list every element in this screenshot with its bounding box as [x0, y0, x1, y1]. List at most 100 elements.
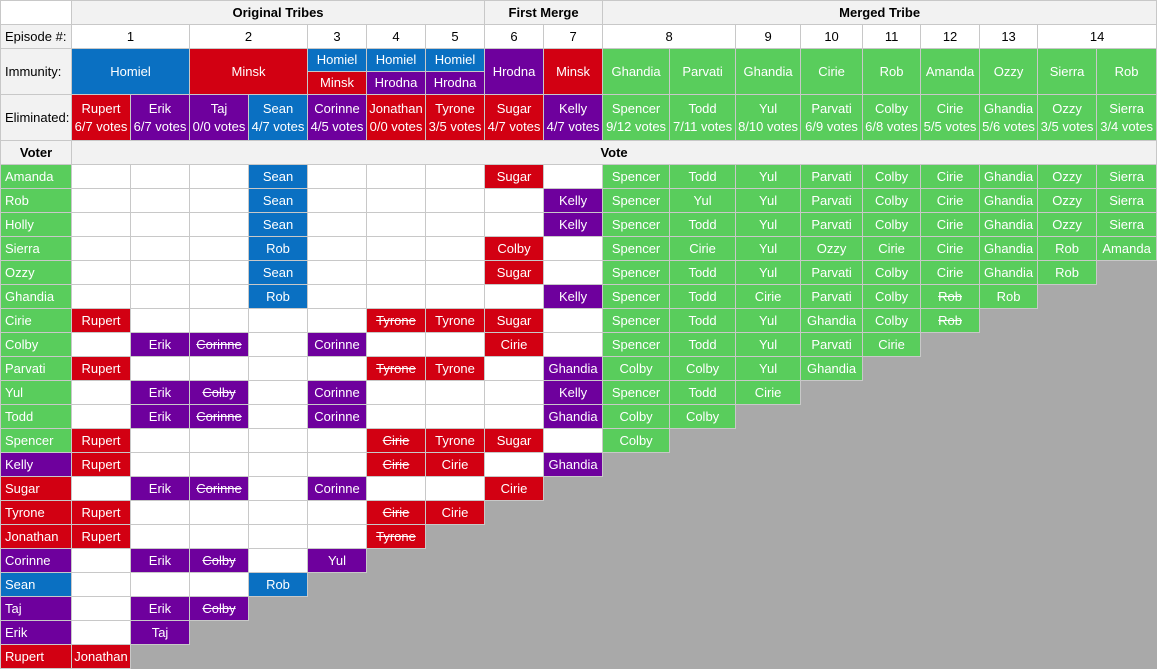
- empty-cell: [248, 452, 308, 477]
- voter-row: Ozzy Sean Sugar Spencer Todd Yul Parvati Colby C…: [0, 260, 1157, 285]
- vote-cell: Sierra: [1096, 188, 1157, 213]
- not-applicable-area: [543, 476, 1157, 501]
- empty-cell: [366, 212, 426, 237]
- empty-cell: [543, 260, 604, 285]
- eliminated-cell: Todd 7/11 votes: [669, 94, 737, 141]
- voter-name: Holly: [0, 212, 72, 237]
- vote-cell: Yul: [735, 308, 802, 333]
- voter-name: Tyrone: [0, 500, 72, 525]
- vote-cell: Ghandia: [800, 356, 864, 381]
- eliminated-name: Cirie: [936, 100, 964, 116]
- eliminated-votes: 6/8 votes: [865, 118, 918, 134]
- vote-cell: Rob: [248, 236, 308, 261]
- vote-cell: Spencer: [602, 332, 671, 357]
- vote-cell: Spencer: [602, 164, 671, 189]
- vote-cell: Cirie: [366, 500, 426, 525]
- vote-cell: Rupert: [71, 356, 131, 381]
- empty-cell: [424, 212, 486, 237]
- immunity-winner: Hrodna: [367, 71, 425, 94]
- eliminated-votes: 6/9 votes: [805, 118, 858, 134]
- eliminated-votes: 0/0 votes: [369, 118, 423, 134]
- voter-row: Jonathan Rupert Tyrone: [0, 524, 1157, 549]
- episode-number: 12: [920, 24, 981, 49]
- episode-number: 10: [800, 24, 864, 49]
- vote-cell: Rupert: [71, 500, 131, 525]
- merged-tribe-header: Merged Tribe: [602, 0, 1157, 25]
- vote-cell: Todd: [669, 380, 737, 405]
- eliminated-cell: Parvati 6/9 votes: [800, 94, 864, 141]
- eliminated-name: Colby: [874, 100, 909, 116]
- voter-name: Sean: [0, 572, 72, 597]
- vote-cell: Cirie: [920, 188, 981, 213]
- eliminated-votes: 9/12 votes: [606, 118, 667, 134]
- immunity-cell: Ghandia: [735, 48, 802, 95]
- empty-cell: [189, 236, 249, 261]
- not-applicable-area: [920, 332, 1157, 357]
- vote-cell: Todd: [669, 308, 737, 333]
- empty-cell: [130, 164, 190, 189]
- eliminated-votes: 3/5 votes: [428, 118, 482, 134]
- vote-cell: Ghandia: [979, 188, 1039, 213]
- voter-name: Ghandia: [0, 284, 72, 309]
- eliminated-cell: Sugar 4/7 votes: [484, 94, 545, 141]
- vote-cell: Ghandia: [979, 164, 1039, 189]
- empty-cell: [130, 452, 190, 477]
- episode-number: 3: [307, 24, 367, 49]
- voter-row: Sierra Rob Colby Spencer Cirie Yul Ozzy Cirie Ci…: [0, 236, 1157, 261]
- vote-cell: Yul: [307, 548, 367, 573]
- empty-cell: [130, 308, 190, 333]
- vote-cell: Parvati: [800, 212, 864, 237]
- vote-cell: Colby: [602, 356, 671, 381]
- empty-cell: [130, 236, 190, 261]
- immunity-cell: Homiel Minsk: [307, 48, 367, 95]
- eliminated-cell: Corinne 4/5 votes: [307, 94, 367, 141]
- vote-cell: Corinne: [189, 332, 249, 357]
- empty-cell: [307, 308, 367, 333]
- vote-cell: Erik: [130, 596, 190, 621]
- vote-cell: Sierra: [1096, 212, 1157, 237]
- corner-cell: [0, 0, 72, 25]
- vote-cell: Jonathan: [71, 644, 131, 669]
- eliminated-cell: Taj 0/0 votes: [189, 94, 249, 141]
- vote-cell: Cirie: [424, 452, 486, 477]
- not-applicable-area: [979, 308, 1157, 333]
- empty-cell: [189, 188, 249, 213]
- eliminated-name: Sean: [262, 100, 294, 116]
- eliminated-votes: 0/0 votes: [192, 118, 246, 134]
- episode-number: 9: [735, 24, 802, 49]
- voter-row: Corinne Erik Colby Yul: [0, 548, 1157, 573]
- immunity-winner: Homiel: [367, 49, 425, 71]
- immunity-cell: Ghandia: [602, 48, 671, 95]
- immunity-cell: Ozzy: [979, 48, 1039, 95]
- voter-row: Tyrone Rupert Cirie Cirie: [0, 500, 1157, 525]
- eliminated-name: Sugar: [496, 100, 532, 116]
- eliminated-cell: Erik 6/7 votes: [130, 94, 190, 141]
- empty-cell: [424, 404, 486, 429]
- immunity-cell: Minsk: [189, 48, 308, 95]
- vote-cell: Ghandia: [800, 308, 864, 333]
- immunity-winner: Homiel: [308, 49, 366, 71]
- voter-name: Jonathan: [0, 524, 72, 549]
- empty-cell: [307, 212, 367, 237]
- empty-cell: [543, 308, 604, 333]
- empty-cell: [543, 164, 604, 189]
- eliminated-cell: Rupert 6/7 votes: [71, 94, 131, 141]
- voter-row: Parvati Rupert Tyrone Tyrone Ghandia Colby Col…: [0, 356, 1157, 381]
- vote-cell: Sean: [248, 188, 308, 213]
- empty-cell: [130, 500, 190, 525]
- vote-cell: Sierra: [1096, 164, 1157, 189]
- vote-cell: Kelly: [543, 380, 604, 405]
- vote-cell: Cirie: [735, 380, 802, 405]
- vote-header-row: Voter Vote: [0, 140, 1157, 165]
- not-applicable-area: [1096, 260, 1157, 285]
- vote-cell: Rupert: [71, 308, 131, 333]
- eliminated-cell: Colby 6/8 votes: [862, 94, 922, 141]
- empty-cell: [366, 476, 426, 501]
- empty-cell: [71, 284, 131, 309]
- vote-cell: Sean: [248, 164, 308, 189]
- eliminated-name: Ozzy: [1052, 100, 1082, 116]
- empty-cell: [484, 404, 545, 429]
- vote-cell: Ozzy: [1037, 164, 1098, 189]
- empty-cell: [71, 188, 131, 213]
